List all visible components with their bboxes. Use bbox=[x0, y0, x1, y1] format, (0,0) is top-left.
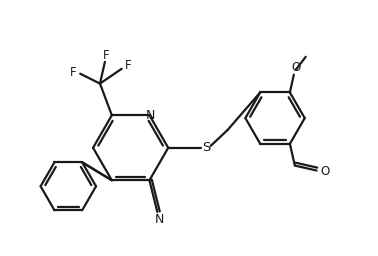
Text: F: F bbox=[70, 66, 77, 79]
Text: O: O bbox=[320, 165, 329, 178]
Text: F: F bbox=[125, 59, 132, 72]
Text: N: N bbox=[146, 109, 155, 122]
Text: S: S bbox=[201, 141, 210, 154]
Text: N: N bbox=[155, 214, 164, 226]
Text: O: O bbox=[291, 61, 301, 74]
Text: F: F bbox=[102, 49, 109, 62]
